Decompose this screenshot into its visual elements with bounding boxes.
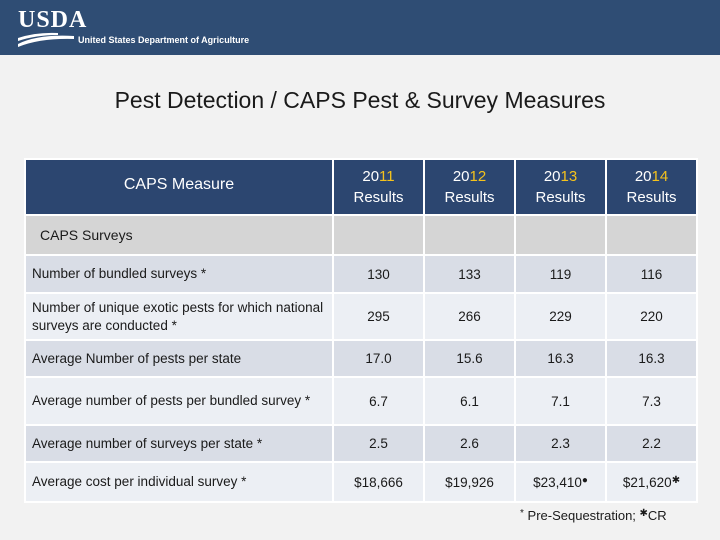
cell-value: 7.3 (605, 376, 698, 426)
cr-mark: ✱ (671, 474, 681, 486)
header-year-2014: 2014 Results (605, 158, 698, 216)
header-year-2012: 2012 Results (423, 158, 516, 216)
usda-swoosh-icon (18, 32, 74, 47)
row-label: Average cost per individual survey * (24, 461, 334, 503)
cell-value: 2.2 (605, 424, 698, 463)
table-header-row: CAPS Measure 2011 Results 2012 Results 201… (24, 158, 698, 216)
cell-value: 16.3 (514, 339, 607, 378)
cell-value: $19,926 (423, 461, 516, 503)
header-year-2011: 2011 Results (332, 158, 425, 216)
row-label: Number of bundled surveys * (24, 254, 334, 294)
cell-value: 16.3 (605, 339, 698, 378)
pre-sequestration-mark: ● (581, 474, 588, 486)
header-year-2013: 2013 Results (514, 158, 607, 216)
cell-value: 295 (332, 292, 425, 341)
caps-measures-table: CAPS Measure 2011 Results 2012 Results 201… (24, 158, 698, 503)
footnote-mark-1: * (520, 508, 524, 519)
row-label: Average number of surveys per state * (24, 424, 334, 463)
footnote-mark-2: ✱ (639, 508, 648, 519)
row-label: Average Number of pests per state (24, 339, 334, 378)
footnote-text-2: CR (647, 508, 667, 523)
cell-value: 220 (605, 292, 698, 341)
cell-value: $23,410● (514, 461, 607, 503)
footnote-text-1: Pre-Sequestration; (523, 508, 640, 523)
table-row: Number of bundled surveys * 130 133 119 … (24, 254, 698, 294)
cell-value: 116 (605, 254, 698, 294)
cell-value: 130 (332, 254, 425, 294)
table-row: Average number of pests per bundled surv… (24, 376, 698, 426)
cell-value: 229 (514, 292, 607, 341)
cell-value: $18,666 (332, 461, 425, 503)
usda-logo-text: USDA (18, 7, 88, 33)
cell-value: 2.6 (423, 424, 516, 463)
row-label: Number of unique exotic pests for which … (24, 292, 334, 341)
section-label: CAPS Surveys (24, 214, 334, 256)
footnote: * Pre-Sequestration; ✱CR (0, 508, 720, 523)
usda-logo-subtitle: United States Department of Agriculture (78, 35, 250, 45)
usda-header-bar: USDA United States Department of Agricul… (0, 0, 720, 55)
cell-value: 266 (423, 292, 516, 341)
cell-value: 15.6 (423, 339, 516, 378)
cell-value: 2.3 (514, 424, 607, 463)
table-row: Number of unique exotic pests for which … (24, 292, 698, 341)
cell-value: 133 (423, 254, 516, 294)
table-row: Average Number of pests per state 17.0 1… (24, 339, 698, 378)
section-row-caps-surveys: CAPS Surveys (24, 214, 698, 256)
cell-value: 6.7 (332, 376, 425, 426)
page-title: Pest Detection / CAPS Pest & Survey Meas… (114, 87, 606, 113)
cell-value: 119 (514, 254, 607, 294)
row-label: Average number of pests per bundled surv… (24, 376, 334, 426)
cell-value: 7.1 (514, 376, 607, 426)
table-row: Average number of surveys per state * 2.… (24, 424, 698, 463)
cell-value: 6.1 (423, 376, 516, 426)
cell-value: 17.0 (332, 339, 425, 378)
header-caps-measure: CAPS Measure (24, 158, 334, 216)
cell-value: 2.5 (332, 424, 425, 463)
cell-value: $21,620✱ (605, 461, 698, 503)
table-row: Average cost per individual survey * $18… (24, 461, 698, 503)
usda-logo[interactable]: USDA United States Department of Agricul… (18, 7, 258, 49)
